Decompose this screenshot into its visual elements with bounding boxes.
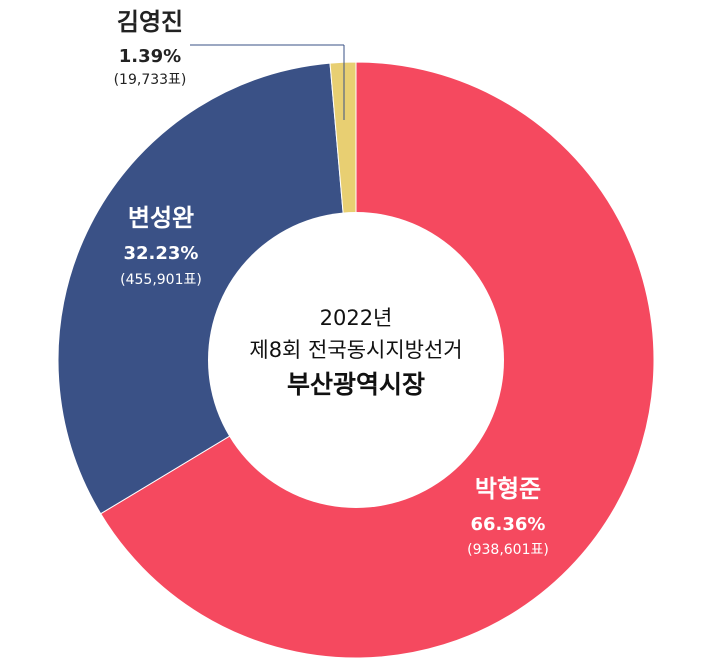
slice-label-votes-kim: (19,733표) [114, 72, 187, 88]
slice-label-name-kim: 김영진 [117, 8, 183, 36]
slice-label-votes-park: (938,601표) [467, 542, 549, 558]
slice-label-name-byun: 변성완 [128, 204, 194, 232]
slice-label-percent-byun: 32.23% [124, 243, 199, 264]
center-year: 2022년 [320, 306, 393, 330]
slice-label-votes-byun: (455,901표) [120, 272, 202, 288]
slice-label-name-park: 박형준 [475, 475, 541, 503]
center-election: 제8회 전국동시지방선거 [249, 338, 462, 362]
slice-label-percent-kim: 1.39% [119, 46, 181, 67]
center-race: 부산광역시장 [287, 370, 425, 399]
slice-label-percent-park: 66.36% [471, 514, 546, 535]
donut-hole [208, 212, 504, 508]
